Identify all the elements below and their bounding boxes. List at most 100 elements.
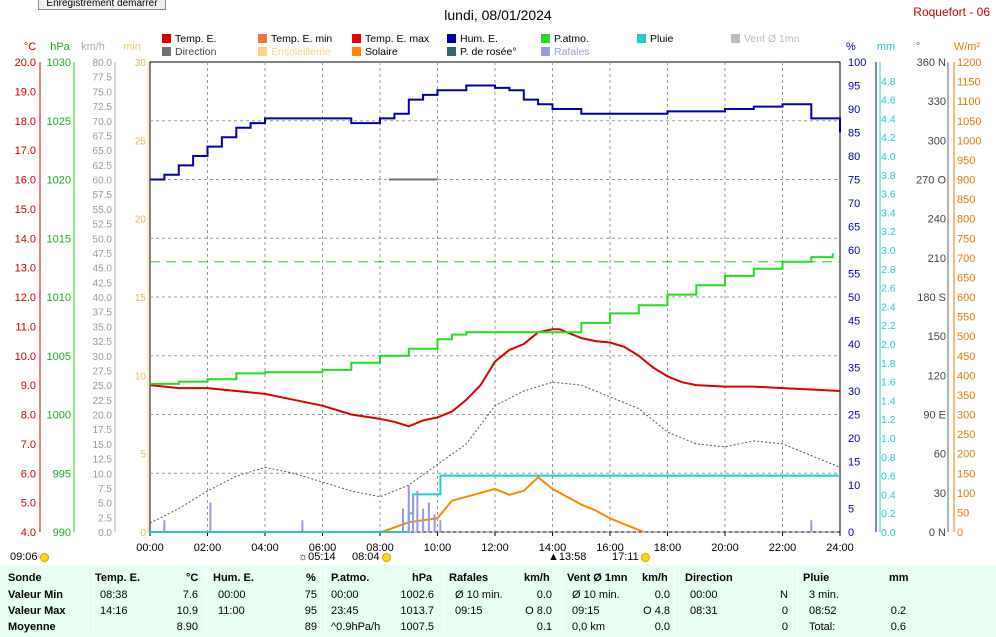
temp-tick-label: 16.0 [15, 175, 36, 187]
temp-tick-label: 19.0 [15, 86, 36, 98]
stats-cell-d-time: 00:00 [690, 589, 718, 601]
temp-tick-label: 5.0 [21, 498, 36, 510]
rafales-bar [433, 514, 436, 532]
solar-tick-label: 400 [957, 370, 975, 382]
wind-tick-label: 12.5 [93, 455, 113, 466]
stats-cell-h-val: 95 [304, 605, 317, 617]
legend-swatch [352, 47, 361, 56]
solar-tick-label: 350 [957, 390, 975, 402]
pressure-tick-label: 1030 [47, 57, 71, 69]
stats-cell-v-val: 0.0 [654, 621, 670, 633]
sunrise-icon [381, 552, 391, 562]
series-p-atmo-line [150, 253, 834, 385]
wind-tick-label: 35.0 [93, 322, 113, 333]
rain-tick-label: 1.4 [881, 395, 896, 407]
stats-cell-p-val: 1013.7 [400, 605, 434, 617]
wind-tick-label: 52.5 [93, 220, 113, 231]
solar-tick-label: 50 [957, 507, 969, 519]
direction-axis-unit: ° [916, 41, 920, 53]
solar-tick-label: 1200 [957, 57, 981, 69]
solar-tick-label: 750 [957, 233, 975, 245]
legend-item: Temp. E. [162, 33, 216, 45]
solar-tick-label: 550 [957, 312, 975, 324]
temp-axis-unit: °C [24, 41, 36, 53]
stats-cell-p-val: 1007.5 [400, 621, 434, 633]
sunrise-time-label: 09:06 [10, 551, 49, 563]
solar-tick-label: 1050 [957, 116, 981, 128]
wind-tick-label: 20.0 [93, 411, 113, 422]
temp-tick-label: 20.0 [15, 57, 36, 69]
stats-cell-v-time: 0,0 km [572, 621, 606, 633]
temp-tick-label: 13.0 [15, 263, 36, 275]
humidity-tick-label: 60 [848, 245, 860, 257]
pressure-tick-label: 1010 [47, 292, 71, 304]
wind-tick-label: 75.0 [93, 87, 113, 98]
wind-tick-label: 72.5 [93, 102, 113, 113]
solar-tick-label: 850 [957, 194, 975, 206]
minutes-tick-label: 5 [140, 450, 146, 461]
humidity-tick-label: 100 [848, 57, 866, 69]
rafales-bar [412, 496, 415, 532]
direction-tick-label: 300 [928, 135, 946, 147]
stats-cell-h-val: 75 [304, 589, 317, 601]
stats-header-direction: Direction [685, 572, 733, 584]
humidity-tick-label: 75 [848, 175, 860, 187]
solar-tick-label: 250 [957, 429, 975, 441]
record-button[interactable]: Enregistrement démarrer [38, 0, 166, 10]
stats-cell-v-val: 0.0 [654, 589, 670, 601]
rain-tick-label: 4.4 [881, 113, 896, 125]
legend-item: Temp. E. max [352, 33, 429, 45]
weather-chart: °C 20.0 19.0 18.0 17.0 16.0 15.0 14.0 13.0 12.0 11… [15, 41, 982, 554]
legend-item: P.atmo. [541, 33, 589, 45]
legend-item: Pluie [637, 33, 673, 45]
series-temp-e-line [149, 328, 841, 428]
stats-header-temp-unit: °C [186, 572, 199, 584]
rain-tick-label: 4.6 [881, 95, 896, 107]
wind-tick-label: 17.5 [93, 425, 113, 436]
wind-tick-label: 80.0 [93, 58, 113, 69]
wind-tick-label: 37.5 [93, 308, 113, 319]
legend-label: P.atmo. [554, 33, 589, 45]
legend-item: Rafales [541, 46, 590, 58]
rafales-bar [422, 508, 425, 532]
time-tick-label: 10:00 [424, 542, 452, 554]
stats-cell-p-time: 23:45 [331, 605, 359, 617]
legend-label: Rafales [554, 46, 590, 58]
temp-tick-label: 4.0 [21, 527, 36, 539]
solar-tick-label: 450 [957, 351, 975, 363]
stats-cell-p-time: 00:00 [331, 589, 359, 601]
legend-swatch [731, 34, 740, 43]
rafales-bar [301, 520, 304, 532]
station-name: Roquefort - 06 [913, 5, 990, 19]
humidity-tick-label: 25 [848, 410, 860, 422]
humidity-tick-label: 95 [848, 81, 860, 93]
rafales-bar [439, 520, 442, 532]
legend-item: Ensoleilleme [258, 46, 331, 58]
rain-tick-label: 2.2 [881, 320, 896, 332]
minutes-tick-label: 25 [135, 136, 147, 147]
solar-tick-label: 1000 [957, 135, 981, 147]
sun-icon [39, 552, 49, 562]
legend-label: P. de rosée° [460, 46, 517, 58]
stats-header-rafales-unit: km/h [524, 572, 550, 584]
stats-cell-v-val: O 4.8 [643, 605, 670, 617]
rain-tick-label: 4.2 [881, 132, 896, 144]
rain-tick-label: 3.6 [881, 189, 896, 201]
stats-cell-d-val: N [780, 589, 788, 601]
stats-header-hum: Hum. E. [213, 572, 254, 584]
legend-label: Temp. E. [175, 33, 217, 45]
legend-label: Ensoleilleme [271, 46, 331, 58]
legend-label: Pluie [650, 33, 674, 45]
direction-tick-label: 90 E [923, 410, 946, 422]
wind-tick-label: 30.0 [93, 352, 113, 363]
rafales-bar [810, 520, 813, 532]
wind-tick-label: 50.0 [93, 234, 113, 245]
stats-cell-r-val: O 8.0 [525, 605, 552, 617]
humidity-tick-label: 85 [848, 128, 860, 140]
rain-tick-label: 2.4 [881, 301, 896, 313]
wind-axis-unit: km/h [81, 41, 105, 53]
direction-tick-label: 30 [934, 488, 946, 500]
humidity-tick-label: 90 [848, 104, 860, 116]
stats-header-pluie-unit: mm [889, 572, 909, 584]
rain-tick-label: 1.2 [881, 414, 896, 426]
